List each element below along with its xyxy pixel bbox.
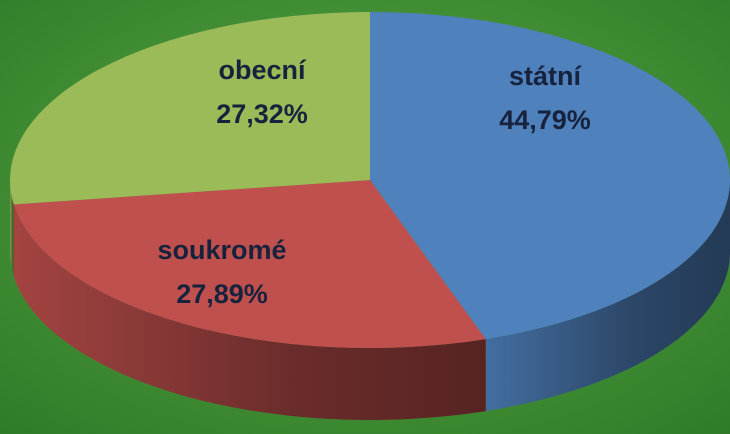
slice-label-value: 27,89% xyxy=(176,279,268,309)
slice-side-shade xyxy=(485,180,730,412)
slice-label-name: obecní xyxy=(218,55,307,85)
slice xyxy=(13,180,486,348)
slice xyxy=(370,12,730,340)
slice-label-value: 44,79% xyxy=(499,105,591,135)
slice-label-name: státní xyxy=(509,61,583,91)
slice xyxy=(9,12,371,205)
slice-side-shade xyxy=(13,204,486,421)
slice-label-value: 27,32% xyxy=(216,99,308,129)
slice-side-shade xyxy=(10,180,14,277)
slice-label-name: soukromé xyxy=(157,235,286,265)
